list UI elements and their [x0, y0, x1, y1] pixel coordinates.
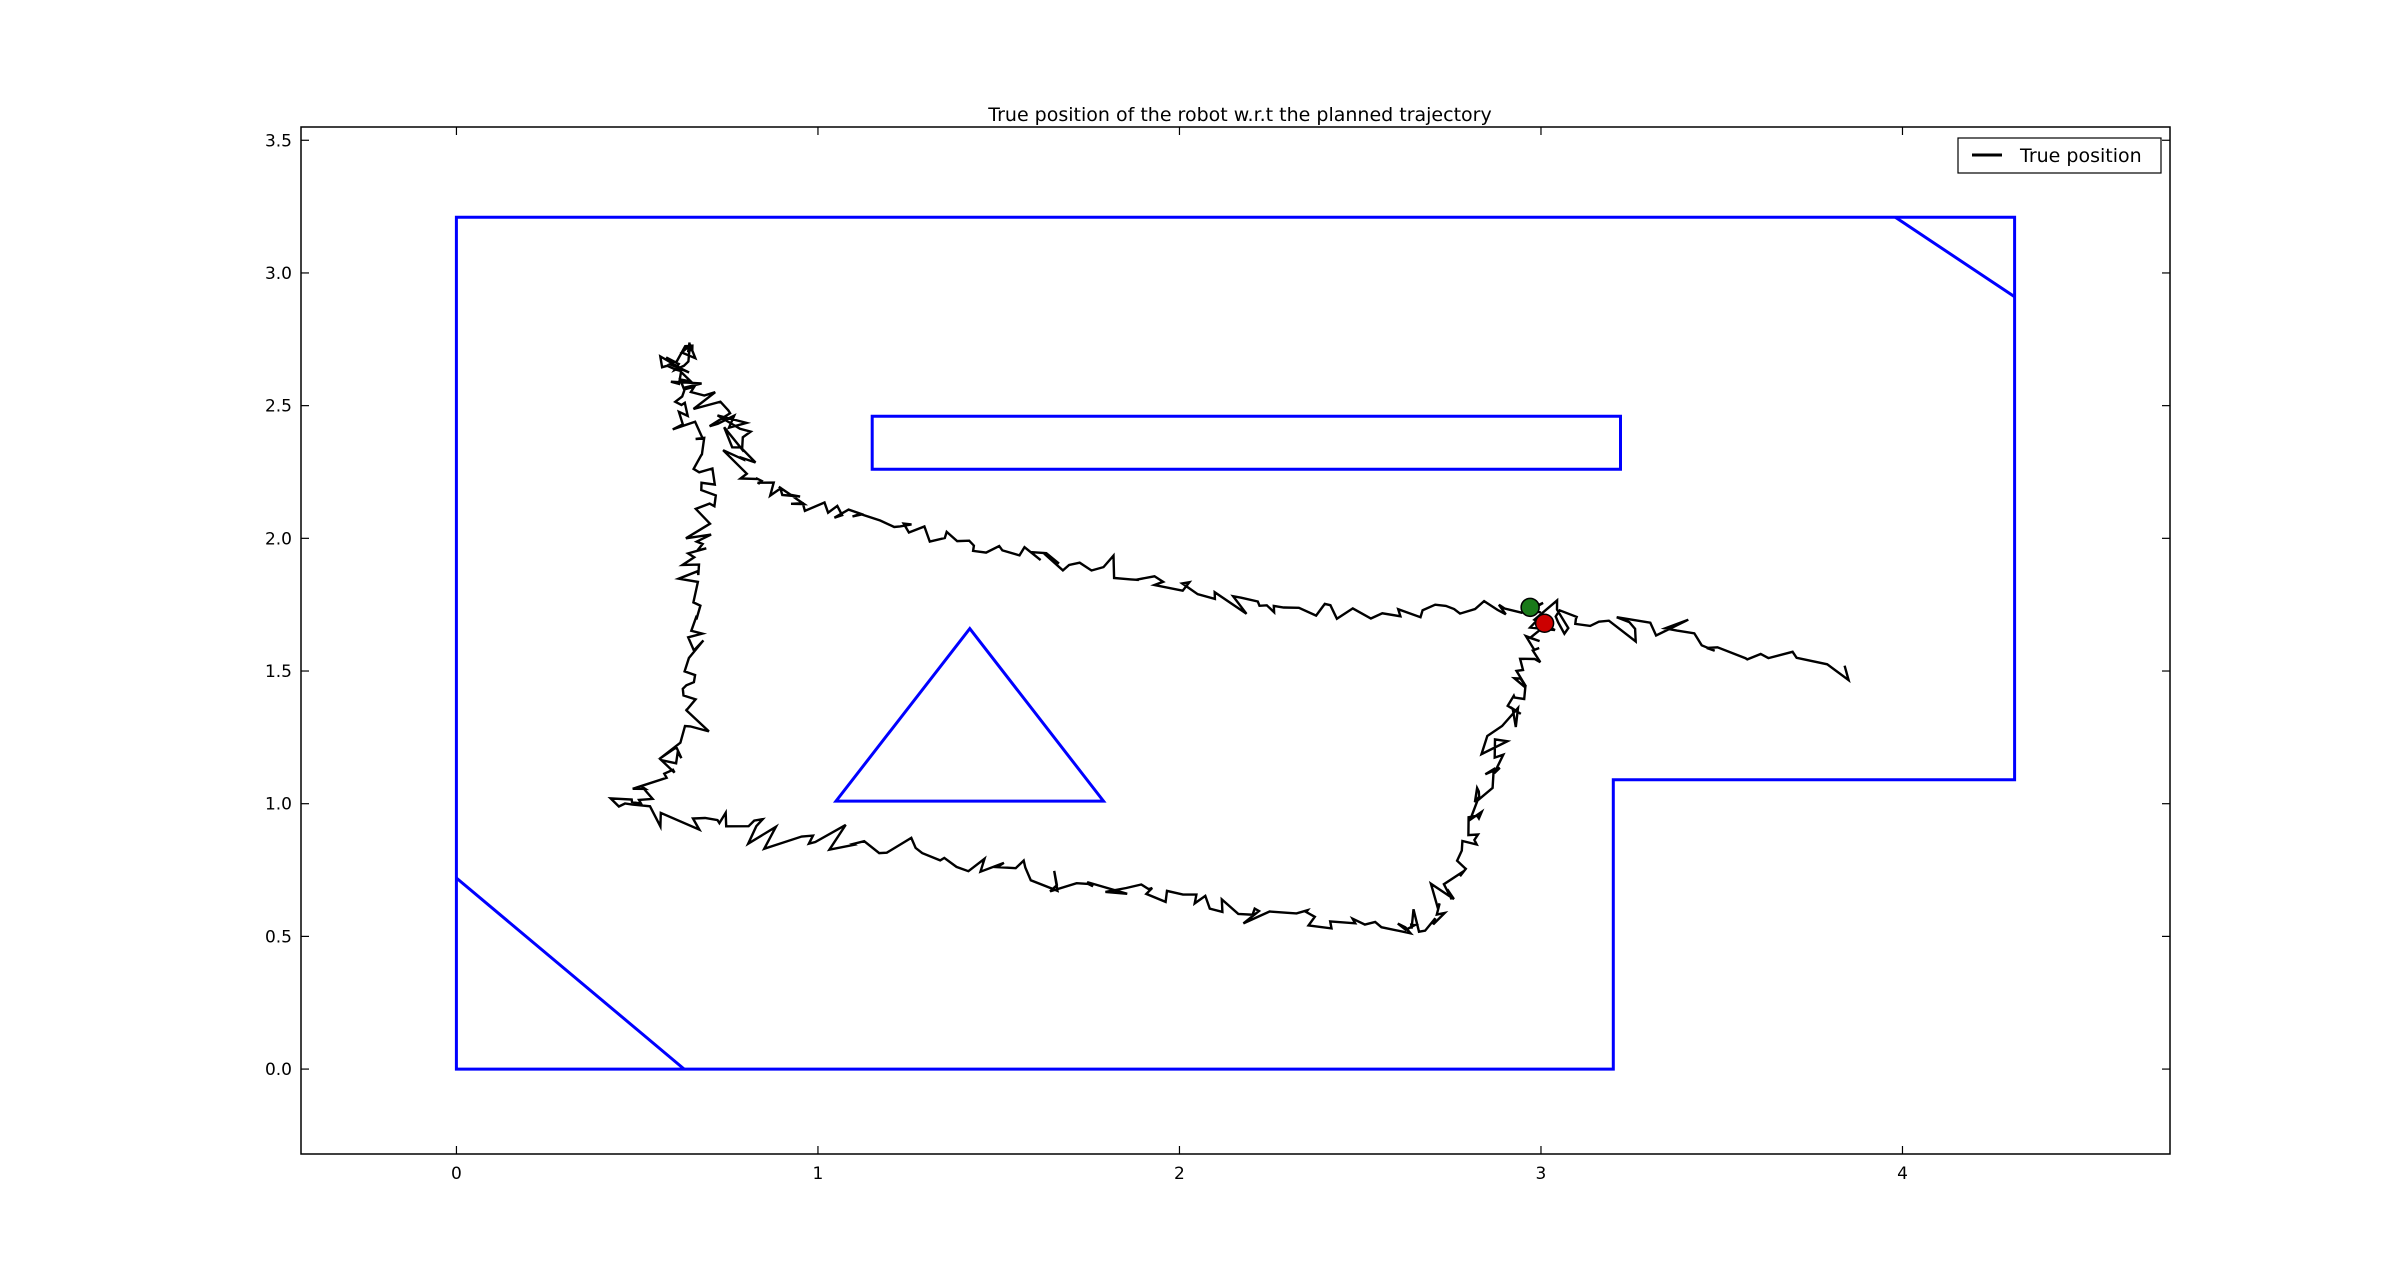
y-tick-label: 0.0 [265, 1060, 292, 1080]
axes-frame [300, 126, 2171, 1155]
markers-layer [1520, 597, 1555, 634]
y-tick-label: 3.5 [265, 131, 292, 151]
obstacle-corner-top-right [1894, 215, 2016, 299]
obstacle-outer-boundary [454, 215, 2017, 1071]
trajectory-layer [607, 342, 1851, 936]
legend-label-true-position: True position [2019, 145, 2142, 167]
y-tick-label: 2.5 [265, 397, 292, 417]
y-tick-label: 1.5 [265, 662, 292, 682]
x-tick-label: 4 [1897, 1164, 1908, 1184]
obstacle-rectangle [870, 414, 1622, 471]
y-tick-label: 2.0 [265, 529, 292, 549]
x-tick-label: 3 [1536, 1164, 1547, 1184]
ticks-layer: 0 1 2 3 4 0.0 0.5 1.0 1.5 2.0 2.5 3.0 3.5 [265, 127, 2170, 1184]
x-tick-label: 2 [1174, 1164, 1185, 1184]
x-tick-label: 0 [451, 1164, 462, 1184]
marker-start [1520, 597, 1540, 618]
x-tick-label: 1 [813, 1164, 824, 1184]
obstacle-corner-bottom-left [455, 876, 686, 1071]
marker-end [1534, 613, 1555, 634]
y-tick-label: 1.0 [265, 795, 292, 815]
obstacle-triangle [832, 626, 1107, 803]
y-tick-label: 3.0 [265, 264, 292, 284]
y-tick-label: 0.5 [265, 927, 292, 947]
chart-title: True position of the robot w.r.t the pla… [987, 104, 1491, 126]
series-line-true-position [607, 342, 1851, 936]
legend: True position [1957, 137, 2162, 174]
obstacles-layer [454, 215, 2017, 1071]
